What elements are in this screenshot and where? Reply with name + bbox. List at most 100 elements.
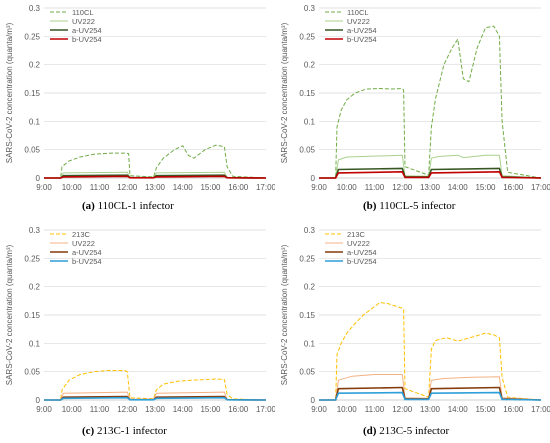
y-tick-label: 0.15 [24,311,40,320]
series-line-b-uv254 [44,396,267,401]
y-tick-label: 0.15 [299,311,315,320]
x-tick-label: 10:00 [337,405,358,414]
x-tick-label: 11:00 [365,183,385,192]
y-tick-label: 0.05 [299,368,315,377]
x-tick-label: 17:00 [256,183,275,192]
y-tick-label: 0.15 [24,89,40,98]
y-tick-label: 0.25 [299,254,315,263]
series-line-uv222 [319,374,542,401]
y-tick-label: 0.15 [299,89,315,98]
x-tick-label: 13:00 [420,183,441,192]
chart-panel-b: 0 0.05 0.1 0.15 0.2 0.25 0.3 9:00 10:00 11:00 12:0… [280,4,550,192]
caption-d: (d) 213C-5 infector [363,425,449,437]
y-tick-label: 0.2 [304,283,316,292]
x-tick-label: 12:00 [392,405,413,414]
caption-a-label: (a) [82,200,95,212]
y-tick-label: 0.2 [304,61,316,70]
x-tick-label: 17:00 [531,183,550,192]
legend-label: 110CL [72,8,94,17]
x-tick-label: 11:00 [90,405,110,414]
series-line-b-uv254 [319,391,542,401]
y-axis-label: SARS-CoV-2 concentration (quanta/m³) [280,22,289,163]
y-tick-label: 0.1 [29,117,41,126]
caption-b: (b) 110CL-5 infector [363,200,455,212]
y-tick-label: 0.05 [299,146,315,155]
x-tick-label: 12:00 [392,183,413,192]
y-axis-label: SARS-CoV-2 concentration (quanta/m³) [5,22,14,163]
y-tick-label: 0 [36,174,41,183]
legend-label: a-UV254 [347,26,377,35]
legend-label: 110CL [347,8,369,17]
x-tick-label: 15:00 [200,405,221,414]
series-line-b-uv254 [319,171,542,179]
legend-label: a-UV254 [347,248,377,257]
x-tick-label: 13:00 [145,405,166,414]
caption-b-label: (b) [363,200,377,212]
x-tick-label: 9:00 [311,405,327,414]
y-tick-label: 0.2 [29,283,41,292]
caption-d-text: 213C-5 infector [379,425,450,437]
legend-label: UV222 [347,17,370,26]
x-tick-label: 17:00 [256,405,275,414]
series-line-110cl [319,25,542,179]
y-tick-label: 0.25 [24,254,40,263]
y-axis-label: SARS-CoV-2 concentration (quanta/m³) [280,244,289,385]
legend-label: UV222 [347,239,370,248]
legend-label: b-UV254 [347,35,377,44]
series-line-110cl [44,144,267,179]
legend-label: UV222 [72,239,95,248]
caption-c-label: (c) [82,425,95,437]
chart-panel-d: 0 0.05 0.1 0.15 0.2 0.25 0.3 9:00 10:00 11:00 12:0… [280,226,550,414]
y-tick-label: 0.05 [24,146,40,155]
x-tick-label: 15:00 [475,405,496,414]
y-axis-label: SARS-CoV-2 concentration (quanta/m³) [5,244,14,385]
x-tick-label: 10:00 [62,405,83,414]
x-tick-label: 12:00 [117,405,138,414]
x-tick-label: 11:00 [365,405,385,414]
y-tick-label: 0.3 [29,4,41,13]
x-tick-label: 9:00 [36,405,52,414]
caption-c-text: 213C-1 infector [96,425,167,437]
y-tick-label: 0.1 [304,117,316,126]
x-tick-label: 14:00 [448,405,469,414]
x-tick-label: 16:00 [503,405,524,414]
x-tick-label: 9:00 [36,183,52,192]
legend-label: a-UV254 [72,248,102,257]
legend-label: b-UV254 [72,35,102,44]
y-tick-label: 0.1 [29,339,41,348]
y-tick-label: 0.05 [24,368,40,377]
y-tick-label: 0 [36,396,41,405]
series-line-uv222 [319,154,542,179]
y-tick-label: 0.3 [304,4,316,13]
x-tick-label: 16:00 [228,183,249,192]
x-tick-label: 17:00 [531,405,550,414]
x-tick-label: 16:00 [228,405,249,414]
caption-b-text: 110CL-5 infector [379,200,456,212]
y-tick-label: 0.25 [24,32,40,41]
legend-label: b-UV254 [347,257,377,266]
y-tick-label: 0.2 [29,61,41,70]
x-tick-label: 11:00 [90,183,110,192]
legend-label: 213C [347,230,366,239]
x-tick-label: 13:00 [420,405,441,414]
x-tick-label: 13:00 [145,183,166,192]
chart-panel-a: 0 0.05 0.1 0.15 0.2 0.25 0.3 9:00 10:00 11:00 12:0… [5,4,275,192]
chart-panel-c: 0 0.05 0.1 0.15 0.2 0.25 0.3 9:00 10:00 11:00 12:0… [5,226,275,414]
legend-label: b-UV254 [72,257,102,266]
x-tick-label: 14:00 [173,405,194,414]
x-tick-label: 15:00 [475,183,496,192]
caption-c: (c) 213C-1 infector [82,425,167,437]
y-tick-label: 0 [311,396,316,405]
x-tick-label: 12:00 [117,183,138,192]
caption-a-text: 110CL-1 infector [97,200,174,212]
y-tick-label: 0.1 [304,339,316,348]
series-line-b-uv254 [44,175,267,179]
y-tick-label: 0.3 [304,226,316,235]
caption-d-label: (d) [363,425,377,437]
x-tick-label: 10:00 [62,183,83,192]
y-tick-label: 0.25 [299,32,315,41]
legend-label: UV222 [72,17,95,26]
x-tick-label: 9:00 [311,183,327,192]
x-tick-label: 16:00 [503,183,524,192]
series-line-213c [44,370,267,401]
